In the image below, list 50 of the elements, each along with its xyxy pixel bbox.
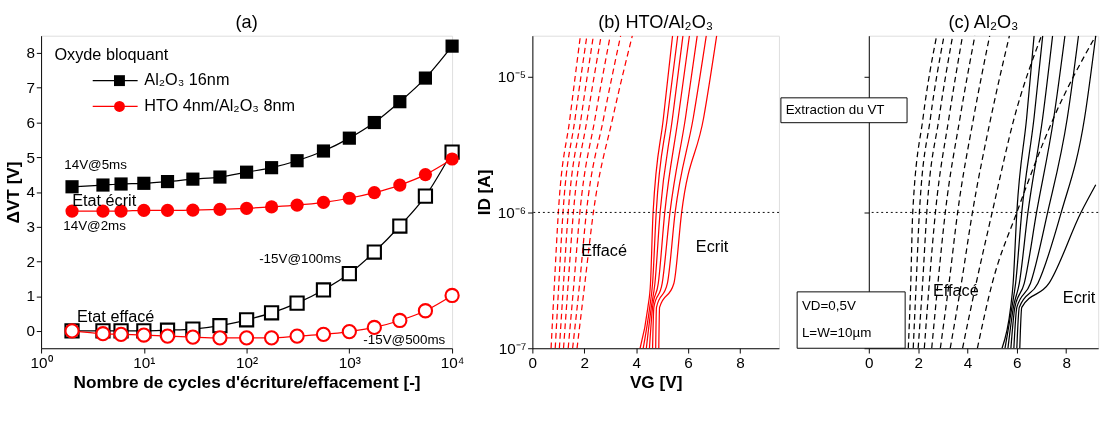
annotation: Effacé (932, 280, 979, 299)
y-tick-label: 4 (26, 183, 36, 201)
x-tick-label: 8 (736, 353, 745, 371)
y-tick-label: 10⁻⁵ (497, 67, 527, 85)
x-tick-label: 6 (1013, 353, 1022, 371)
y-tick-label: 2 (26, 252, 35, 270)
y-tick-label: 7 (26, 79, 35, 97)
x-tick-label: 2 (580, 353, 590, 371)
annotation: Etat écrit (72, 190, 137, 209)
text: VD=0,5V (801, 298, 856, 314)
annotation: L=W=10µm (801, 324, 872, 340)
chart-title: (c) Al₂O₃ (948, 12, 1019, 33)
y-tick-label: 10⁻⁶ (497, 203, 527, 221)
annotation: Etat effacé (76, 307, 155, 326)
annotation: 14V@5ms (64, 156, 128, 172)
annotation: -15V@500ms (363, 332, 446, 348)
legend-title: Oxyde bloquant (54, 44, 169, 63)
legend-label: HTO 4nm/Al₂O₃ 8nm (144, 96, 295, 115)
annotation: Extraction du VT (785, 102, 885, 118)
x-tick-label: 4 (632, 353, 642, 371)
chart-title: (a) (235, 12, 258, 33)
annotation: -15V@100ms (259, 251, 342, 267)
x-tick-label: 10¹ (133, 353, 156, 371)
y-tick-label: 3 (26, 217, 35, 235)
x-tick-label: 10³ (338, 353, 361, 371)
x-tick-label: 10² (236, 353, 259, 371)
x-tick-label: 0 (528, 353, 538, 371)
y-axis-title: ID [A] (474, 169, 495, 216)
x-tick-label: 10⁰ (30, 353, 54, 371)
y-tick-label: 6 (26, 113, 35, 131)
annotation: Ecrit (695, 236, 729, 255)
annotation: 14V@2ms (63, 217, 127, 233)
y-tick-label: 8 (26, 44, 35, 62)
x-axis-title: VG [V] (629, 371, 683, 392)
x-tick-label: 6 (684, 353, 693, 371)
x-tick-label: 2 (914, 353, 923, 371)
x-tick-label: 0 (865, 353, 874, 371)
y-tick-label: 5 (26, 148, 35, 166)
x-tick-label: 4 (963, 353, 973, 371)
y-tick-label: 0 (26, 322, 35, 340)
x-tick-label: 10⁴ (440, 353, 465, 371)
y-tick-label: 10⁻⁷ (498, 339, 527, 357)
annotation: Effacé (581, 240, 627, 259)
y-tick-label: 1 (26, 287, 35, 305)
x-axis-title: Nombre de cycles d'écriture/effacement [-] (73, 371, 421, 392)
x-tick-label: 8 (1062, 353, 1071, 371)
legend-label: Al₂O₃ 16nm (144, 70, 230, 89)
annotation: Ecrit (1062, 288, 1096, 307)
chart-title: (b) HTO/Al₂O₃ (598, 12, 714, 33)
y-axis-title: ΔVT [V] (2, 161, 23, 224)
